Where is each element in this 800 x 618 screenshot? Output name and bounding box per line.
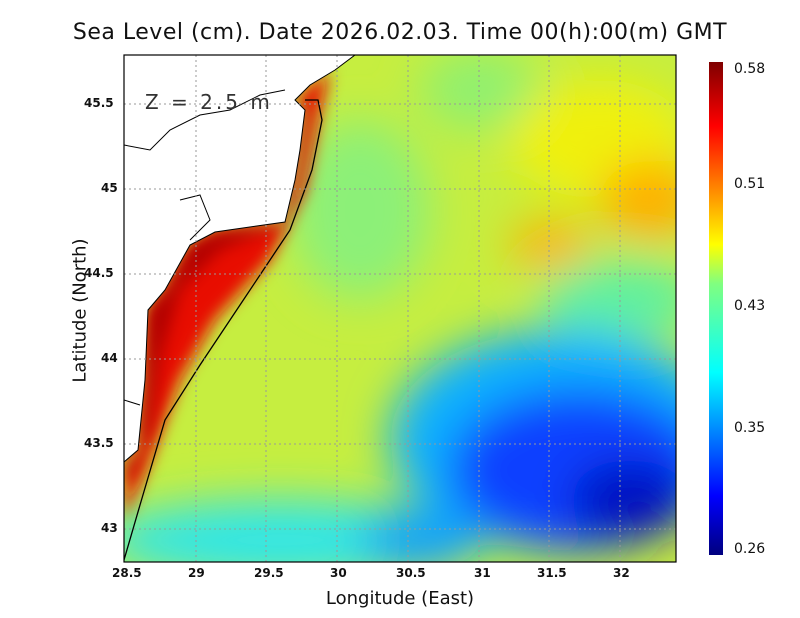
y-tick: 45.5 — [84, 96, 114, 110]
contour-line — [124, 99, 323, 561]
y-tick: 43.5 — [84, 436, 114, 450]
depth-label: Z = 2.5 m — [145, 90, 273, 114]
coastline-inner — [124, 89, 286, 406]
colorbar — [709, 62, 723, 555]
x-tick: 28.5 — [112, 566, 142, 580]
x-tick: 30 — [330, 566, 347, 580]
x-axis-label: Longitude (East) — [325, 588, 475, 609]
y-tick: 44.5 — [84, 266, 114, 280]
grid-lines — [124, 55, 676, 562]
colorbar-tick: 0.35 — [734, 420, 766, 436]
colorbar-tick: 0.43 — [734, 298, 766, 314]
land — [124, 55, 356, 463]
x-tick: 30.5 — [396, 566, 426, 580]
x-tick: 32 — [613, 566, 630, 580]
colorbar-tick: 0.26 — [734, 541, 766, 557]
sea-level-field — [124, 55, 676, 562]
y-tick: 43 — [101, 521, 118, 535]
y-tick: 45 — [101, 181, 118, 195]
x-tick: 31.5 — [537, 566, 567, 580]
colorbar-tick: 0.51 — [734, 176, 766, 192]
x-tick: 31 — [474, 566, 491, 580]
colorbar-tick: 0.58 — [734, 61, 766, 77]
y-axis-label: Latitude (North) — [69, 238, 91, 383]
y-tick: 44 — [101, 351, 118, 365]
x-tick: 29 — [188, 566, 205, 580]
plot-frame — [123, 54, 677, 563]
x-tick: 29.5 — [254, 566, 284, 580]
map-title: Sea Level (cm). Date 2026.02.03. Time 00… — [72, 20, 728, 45]
